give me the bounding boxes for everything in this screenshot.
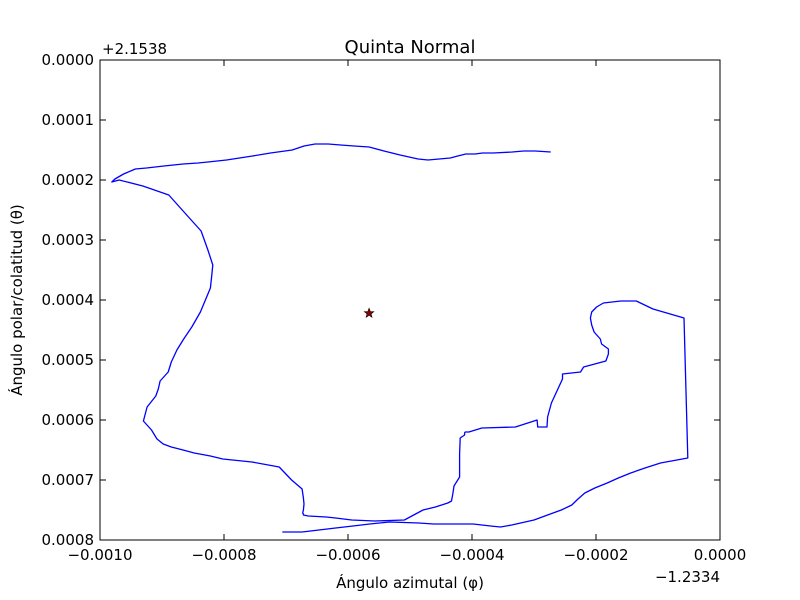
y-tick-label: 0.0007 <box>42 471 95 489</box>
x-tick-label: 0.0000 <box>694 546 747 564</box>
x-tick-label: −0.0002 <box>563 546 628 564</box>
x-tick-label: −0.0006 <box>315 546 380 564</box>
x-tick-label: −0.0008 <box>191 546 256 564</box>
y-tick-label: 0.0001 <box>42 111 95 129</box>
y-offset-label: +2.1538 <box>102 40 167 58</box>
centroid-star-marker <box>363 307 375 318</box>
y-tick-label: 0.0002 <box>42 171 95 189</box>
y-tick-label: 0.0005 <box>42 351 95 369</box>
y-tick-label: 0.0000 <box>42 51 95 69</box>
axis-ticks: −0.0010 −0.0008 −0.0006 −0.0004 −0.0002 0.000… <box>42 51 747 564</box>
y-tick-label: 0.0004 <box>42 291 95 309</box>
series-line-0 <box>111 143 689 533</box>
y-tick-label: 0.0006 <box>42 411 95 429</box>
series-layer <box>111 143 689 533</box>
plot-area <box>99 59 721 541</box>
y-tick-label: 0.0003 <box>42 231 95 249</box>
x-axis-label: Ángulo azimutal (φ) <box>336 573 484 592</box>
chart-title: Quinta Normal <box>345 37 476 58</box>
x-tick-label: −0.0010 <box>67 546 132 564</box>
x-tick-label: −0.0004 <box>439 546 504 564</box>
x-offset-label: −1.2334 <box>655 568 720 586</box>
y-tick-label: 0.0008 <box>42 531 95 549</box>
y-axis-label: Ángulo polar/colatitud (θ) <box>7 204 26 396</box>
